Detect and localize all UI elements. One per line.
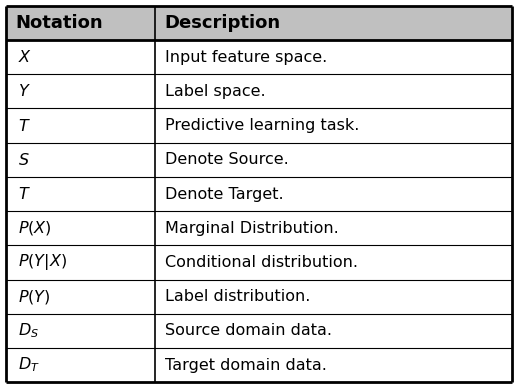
Text: Conditional distribution.: Conditional distribution.	[165, 255, 358, 270]
Text: Label space.: Label space.	[165, 84, 265, 99]
Text: $\mathit{P}(\mathit{Y}|\mathit{X})$: $\mathit{P}(\mathit{Y}|\mathit{X})$	[18, 253, 67, 272]
Text: $\mathit{D}_\mathit{S}$: $\mathit{D}_\mathit{S}$	[18, 322, 39, 340]
Text: $\mathit{S}$: $\mathit{S}$	[18, 152, 30, 168]
Text: $\mathit{X}$: $\mathit{X}$	[18, 49, 32, 65]
Text: Denote Source.: Denote Source.	[165, 152, 289, 167]
Text: Predictive learning task.: Predictive learning task.	[165, 118, 359, 133]
Text: Target domain data.: Target domain data.	[165, 358, 326, 372]
Text: Label distribution.: Label distribution.	[165, 289, 310, 304]
Text: Description: Description	[165, 14, 281, 32]
Text: $\mathit{D}_\mathit{T}$: $\mathit{D}_\mathit{T}$	[18, 356, 40, 374]
Text: $\mathit{T}$: $\mathit{T}$	[18, 118, 31, 133]
Bar	[6, 6, 512, 40]
Text: Denote Target.: Denote Target.	[165, 187, 283, 201]
Text: $\mathit{P}(\mathit{Y})$: $\mathit{P}(\mathit{Y})$	[18, 288, 51, 306]
Text: Source domain data.: Source domain data.	[165, 323, 332, 338]
Text: $\mathit{P}(\mathit{X})$: $\mathit{P}(\mathit{X})$	[18, 219, 52, 237]
Bar	[6, 40, 512, 382]
Text: $\mathit{T}$: $\mathit{T}$	[18, 186, 31, 202]
Text: Notation: Notation	[16, 14, 103, 32]
Text: $\mathit{Y}$: $\mathit{Y}$	[18, 83, 31, 99]
Text: Marginal Distribution.: Marginal Distribution.	[165, 221, 338, 236]
Text: Input feature space.: Input feature space.	[165, 50, 327, 65]
